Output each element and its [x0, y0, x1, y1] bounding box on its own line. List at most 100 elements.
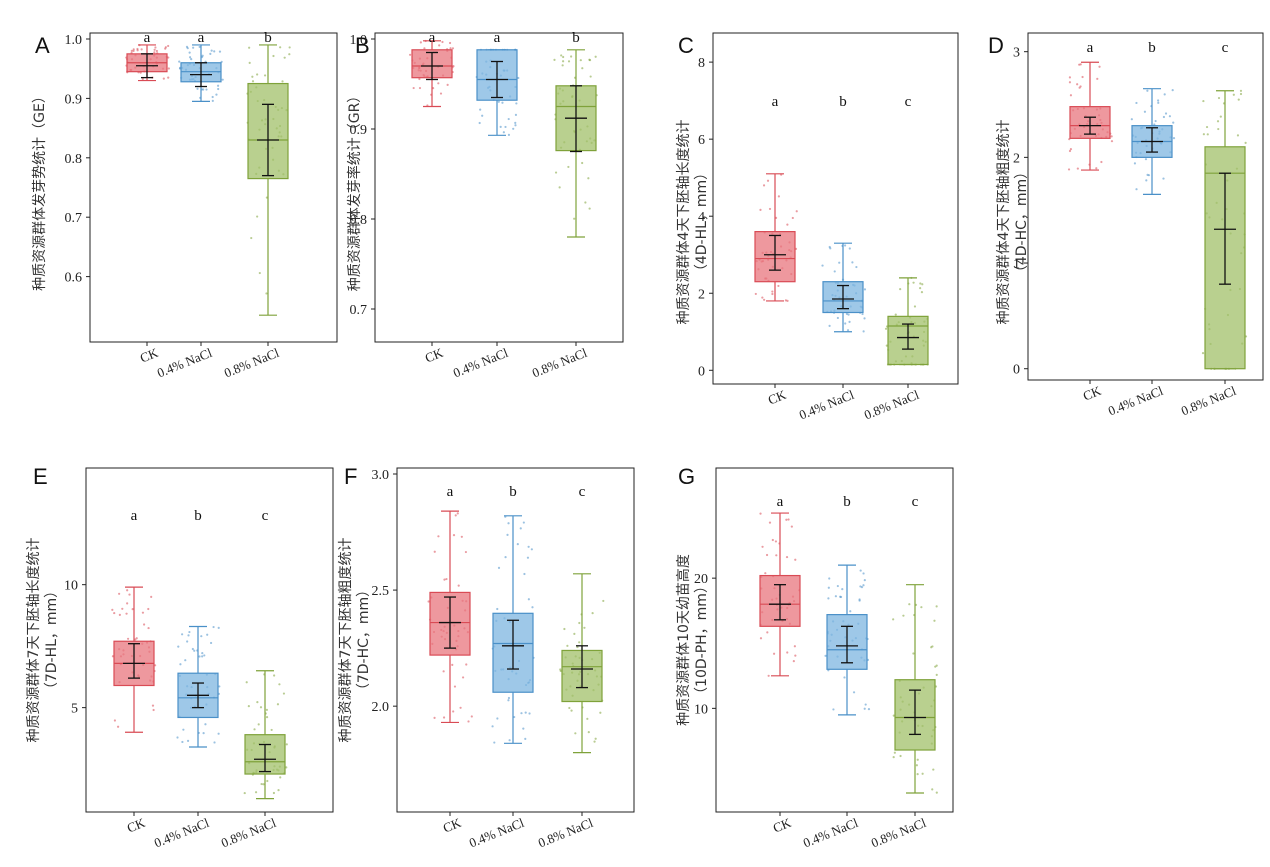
box-1	[821, 242, 867, 333]
data-point	[273, 674, 276, 677]
y-tick-label: 10	[694, 702, 708, 717]
data-point	[524, 711, 527, 714]
data-point	[578, 641, 581, 644]
data-point	[1069, 94, 1073, 97]
data-point	[465, 663, 468, 666]
significance-letter: b	[843, 494, 851, 510]
data-point	[1098, 65, 1101, 68]
data-point	[859, 569, 862, 572]
data-point	[438, 44, 441, 47]
data-point	[526, 556, 530, 559]
y-tick-label: 3.0	[372, 468, 390, 483]
data-point	[418, 77, 421, 81]
data-point	[921, 283, 924, 286]
data-point	[862, 572, 865, 575]
y-tick-label: 1.0	[65, 33, 83, 48]
data-point	[1172, 121, 1175, 124]
data-point	[217, 732, 220, 735]
data-point	[1146, 89, 1149, 92]
data-point	[1081, 75, 1084, 79]
data-point	[772, 652, 776, 655]
data-point	[849, 610, 852, 613]
data-point	[256, 215, 259, 218]
data-point	[272, 791, 276, 795]
data-point	[193, 649, 196, 652]
y-tick-label: 20	[694, 572, 708, 587]
data-point	[506, 533, 509, 536]
significance-letter: a	[1087, 40, 1094, 56]
data-point	[514, 124, 517, 127]
data-point	[843, 676, 846, 679]
data-point	[204, 723, 207, 726]
data-point	[1095, 167, 1098, 170]
x-tick-label: 0.8% NaCl	[1179, 383, 1239, 419]
data-point	[1069, 147, 1073, 151]
y-tick-label: 4	[698, 210, 705, 225]
data-point	[502, 131, 505, 134]
data-point	[932, 768, 935, 771]
data-point	[523, 572, 526, 576]
data-point	[834, 595, 837, 598]
data-point	[1217, 127, 1220, 131]
data-point	[581, 161, 584, 165]
data-point	[587, 731, 590, 734]
data-point	[593, 740, 596, 743]
y-tick-label: 0.9	[350, 123, 368, 138]
data-point	[775, 554, 778, 557]
data-point	[554, 171, 558, 174]
data-point	[584, 201, 587, 204]
data-point	[561, 60, 565, 63]
data-point	[253, 728, 256, 731]
data-point	[281, 80, 284, 83]
y-tick-label: 0.7	[65, 211, 83, 226]
data-point	[847, 313, 850, 316]
data-point	[524, 737, 527, 740]
data-point	[785, 518, 788, 521]
data-point	[167, 67, 170, 70]
data-point	[1157, 99, 1160, 102]
data-point	[257, 723, 260, 726]
data-point	[1143, 110, 1147, 113]
data-point	[209, 641, 213, 645]
significance-letter: b	[572, 30, 580, 46]
data-point	[514, 113, 518, 117]
data-point	[885, 344, 888, 347]
panel-letter: C	[678, 33, 694, 58]
data-point	[794, 558, 797, 561]
data-point	[591, 612, 594, 615]
data-point	[570, 55, 573, 58]
data-point	[553, 58, 556, 61]
x-tick-label: 0.4% NaCl	[155, 345, 215, 381]
data-point	[517, 76, 520, 80]
data-point	[113, 719, 117, 722]
significance-letter: c	[1222, 40, 1229, 56]
data-point	[260, 782, 263, 786]
data-point	[251, 75, 254, 78]
x-tick-label: 0.8% NaCl	[222, 345, 282, 381]
significance-letter: a	[772, 94, 779, 110]
data-point	[1232, 93, 1235, 96]
data-point	[1096, 77, 1099, 80]
data-point	[567, 165, 570, 169]
significance-letter: a	[447, 484, 454, 500]
x-tick-label: CK	[441, 815, 464, 836]
plot-frame	[374, 32, 624, 343]
x-tick-label: 0.4% NaCl	[467, 815, 527, 851]
box-2	[246, 44, 291, 316]
data-point	[839, 595, 842, 598]
data-point	[836, 584, 839, 588]
data-point	[288, 53, 291, 56]
data-point	[602, 599, 605, 603]
data-point	[288, 46, 291, 49]
data-point	[576, 645, 579, 649]
data-point	[1239, 89, 1243, 92]
data-point	[507, 522, 510, 525]
data-point	[594, 55, 597, 58]
x-tick-label: 0.8% NaCl	[530, 345, 590, 381]
data-point	[567, 60, 571, 63]
data-point	[512, 127, 515, 130]
y-axis-label: 种质资源群体7天下胚轴粗度统计 （7D-HC，mm）	[338, 538, 372, 743]
data-point	[892, 618, 895, 621]
y-tick-label: 1.0	[350, 33, 368, 48]
data-point	[186, 739, 190, 742]
